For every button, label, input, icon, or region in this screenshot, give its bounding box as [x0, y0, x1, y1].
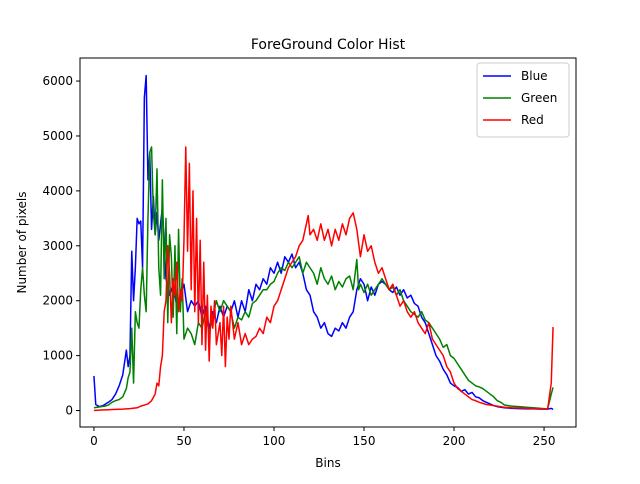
- axes-frame: [79, 57, 577, 428]
- x-tick-label: 200: [443, 434, 466, 448]
- legend-box: [476, 62, 570, 138]
- x-axis-label: Bins: [315, 456, 340, 470]
- x-tick-label: 250: [533, 434, 556, 448]
- y-tick-label: 6000: [42, 74, 73, 88]
- legend-label-green: Green: [521, 91, 557, 105]
- y-axis: 0 1000 2000 3000 4000 5000 6000: [42, 74, 80, 418]
- plot-area: [93, 74, 554, 412]
- y-tick-label: 3000: [42, 239, 73, 253]
- series-line-red: [93, 146, 554, 412]
- x-axis: 0 50 100 150 200 250: [90, 427, 555, 448]
- x-tick-label: 50: [176, 434, 191, 448]
- chart-title: ForeGround Color Hist: [251, 37, 406, 53]
- x-tick-label: 150: [353, 434, 376, 448]
- legend-label-red: Red: [521, 113, 544, 127]
- y-axis-label: Number of pixels: [15, 191, 29, 293]
- x-tick-label: 0: [90, 434, 98, 448]
- y-tick-label: 5000: [42, 129, 73, 143]
- x-tick-label: 100: [263, 434, 286, 448]
- legend-label-blue: Blue: [521, 69, 548, 83]
- y-tick-label: 4000: [42, 184, 73, 198]
- series-line-green: [93, 146, 554, 410]
- y-tick-label: 0: [65, 404, 73, 418]
- y-tick-label: 1000: [42, 349, 73, 363]
- y-tick-label: 2000: [42, 294, 73, 308]
- legend: Blue Green Red: [476, 62, 570, 138]
